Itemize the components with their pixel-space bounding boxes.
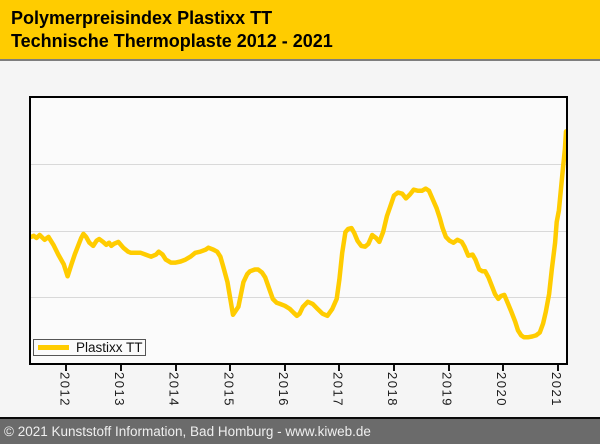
x-tick-mark: [283, 365, 286, 371]
x-tick-label: 2021: [548, 372, 564, 407]
header-divider: [0, 59, 600, 61]
x-tick-label: 2016: [275, 372, 291, 407]
x-tick-mark: [120, 365, 123, 371]
x-tick-mark: [174, 365, 177, 371]
x-tick-label: 2018: [385, 372, 401, 407]
x-tick-mark: [556, 365, 559, 371]
x-tick-mark: [65, 365, 68, 371]
header-banner: Polymerpreisindex Plastixx TT Technische…: [0, 0, 600, 59]
gridline: [31, 230, 566, 232]
legend: Plastixx TT: [33, 339, 146, 356]
x-tick-label: 2014: [166, 372, 182, 407]
plot-area: Plastixx TT: [29, 96, 568, 365]
x-tick-label: 2020: [494, 372, 510, 407]
page-title-line1: Polymerpreisindex Plastixx TT: [11, 8, 273, 28]
x-tick-mark: [338, 365, 341, 371]
footer-text: © 2021 Kunststoff Information, Bad Hombu…: [4, 424, 371, 439]
x-tick-label: 2017: [330, 372, 346, 407]
legend-line-swatch: [38, 345, 69, 350]
x-tick-mark: [447, 365, 450, 371]
x-tick-mark: [393, 365, 396, 371]
plastixx-line: [31, 129, 566, 340]
x-tick-label: 2013: [112, 372, 128, 407]
x-tick-mark: [502, 365, 505, 371]
x-tick-label: 2019: [439, 372, 455, 407]
legend-label: Plastixx TT: [76, 340, 143, 355]
gridline: [31, 296, 566, 298]
page-title-line2: Technische Thermoplaste 2012 - 2021: [11, 31, 333, 51]
chart-svg: [31, 129, 566, 340]
x-tick-mark: [229, 365, 232, 371]
x-tick-label: 2015: [221, 372, 237, 407]
gridline: [31, 164, 566, 166]
x-tick-label: 2012: [57, 372, 73, 407]
footer: © 2021 Kunststoff Information, Bad Hombu…: [0, 417, 600, 444]
